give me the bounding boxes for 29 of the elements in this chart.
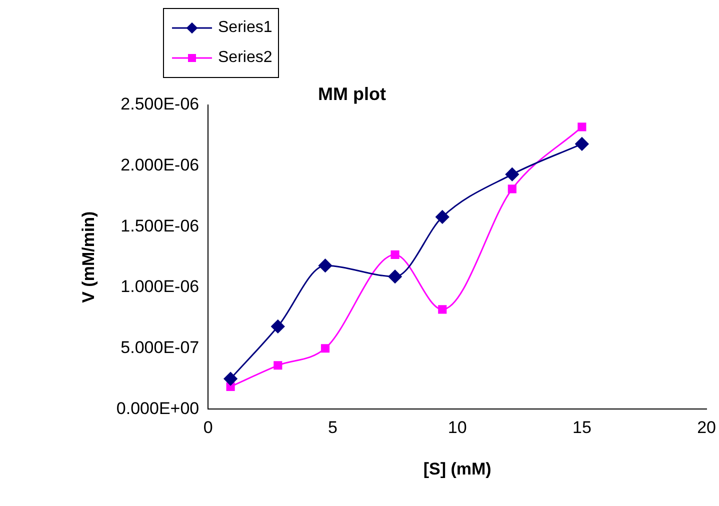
point	[320, 344, 330, 353]
y-tick-label: 1.000E-06	[120, 277, 200, 296]
y-tick-label: 2.000E-06	[120, 156, 200, 175]
point	[578, 122, 586, 132]
x-tick-label: 20	[697, 418, 716, 438]
point	[505, 168, 519, 182]
y-tick-label: 0.000E+00	[116, 398, 200, 418]
x-tick-label: 5	[328, 418, 338, 438]
x-tick-label: 10	[448, 418, 467, 438]
legend-label: Series2	[218, 48, 272, 68]
x-tick-label: 15	[572, 418, 592, 438]
y-tick-label: 2.500E-06	[120, 94, 200, 114]
point	[224, 372, 238, 386]
point	[508, 184, 516, 194]
x-tick-label: 0	[203, 418, 213, 438]
x-axis-title: [S] (mM)	[423, 459, 492, 478]
point	[390, 250, 400, 259]
legend-label: Series1	[218, 18, 272, 38]
point	[274, 361, 282, 370]
point	[438, 305, 447, 314]
point	[318, 258, 332, 272]
point	[388, 270, 402, 284]
y-tick-label: 1.500E-06	[120, 216, 200, 236]
point	[575, 137, 589, 151]
point	[436, 210, 450, 224]
point	[271, 320, 285, 334]
y-axis-title: V (mM/min)	[78, 211, 98, 303]
chart-title: MM plot	[318, 84, 386, 105]
y-tick-label: 5.000E-07	[120, 338, 200, 358]
